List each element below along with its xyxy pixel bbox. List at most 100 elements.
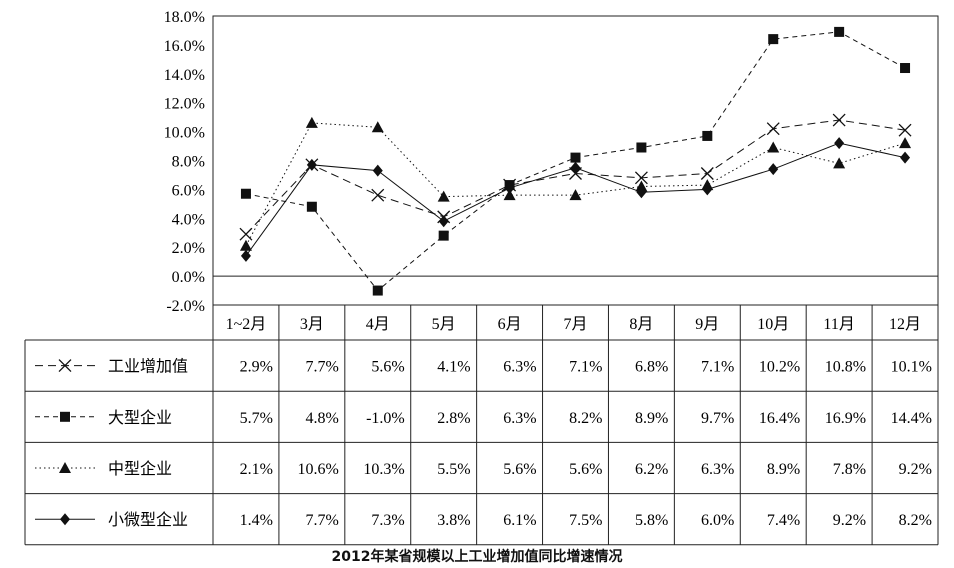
data-table-cell: 6.3% bbox=[503, 410, 536, 427]
data-point-marker bbox=[636, 186, 647, 199]
data-point-marker bbox=[239, 227, 253, 241]
data-point-marker bbox=[768, 34, 779, 45]
y-tick-label: 16.0% bbox=[164, 38, 205, 55]
data-point-marker bbox=[702, 183, 713, 196]
data-table-cell: -1.0% bbox=[366, 410, 405, 427]
data-point-marker bbox=[898, 123, 912, 137]
x-category-label: 9月 bbox=[695, 316, 719, 333]
data-table-cell: 7.7% bbox=[305, 512, 338, 529]
data-point-marker bbox=[240, 249, 251, 262]
data-table-cell: 9.2% bbox=[899, 461, 932, 478]
data-point-marker bbox=[768, 163, 779, 176]
data-point-marker bbox=[635, 180, 648, 192]
y-tick-label: 6.0% bbox=[172, 182, 205, 199]
data-table-cell: 16.9% bbox=[825, 410, 866, 427]
data-table-cell: 1.4% bbox=[240, 512, 273, 529]
y-tick-label: 8.0% bbox=[172, 154, 205, 171]
legend-marker bbox=[59, 462, 71, 473]
legend-marker bbox=[60, 411, 70, 422]
data-table-cell: 10.3% bbox=[363, 461, 404, 478]
data-point-marker bbox=[832, 113, 846, 127]
data-table-cell: 5.6% bbox=[371, 359, 404, 376]
plot-frame bbox=[212, 15, 939, 306]
data-table-cell: 5.8% bbox=[635, 512, 668, 529]
data-table-cell: 8.9% bbox=[635, 410, 668, 427]
data-point-marker bbox=[239, 239, 252, 251]
data-point-marker bbox=[371, 188, 385, 202]
y-tick-label: 0.0% bbox=[172, 269, 205, 286]
data-table-cell: 10.2% bbox=[759, 359, 800, 376]
data-point-marker bbox=[240, 188, 251, 199]
legend-label: 中型企业 bbox=[108, 459, 172, 478]
data-table-cell: 7.8% bbox=[833, 461, 866, 478]
x-category-label: 4月 bbox=[366, 316, 390, 333]
x-category-label: 7月 bbox=[563, 316, 587, 333]
data-point-marker bbox=[372, 164, 383, 177]
data-point-marker bbox=[834, 26, 845, 37]
data-point-marker bbox=[438, 230, 449, 241]
data-table-cell: 10.1% bbox=[891, 359, 932, 376]
data-point-marker bbox=[833, 157, 846, 169]
data-point-marker bbox=[503, 189, 516, 201]
chart-title: 2012年某省规模以上工业增加值同比增速情况 bbox=[331, 549, 623, 565]
data-point-marker bbox=[570, 152, 581, 163]
data-table-cell: 10.6% bbox=[297, 461, 338, 478]
data-table-cell: 4.8% bbox=[305, 410, 338, 427]
data-table-cell: 5.7% bbox=[240, 410, 273, 427]
data-point-marker bbox=[767, 141, 780, 153]
data-point-marker bbox=[702, 130, 713, 141]
x-category-label: 6月 bbox=[498, 316, 522, 333]
data-point-marker bbox=[700, 167, 714, 180]
y-tick-label: 10.0% bbox=[164, 125, 205, 142]
data-table-cell: 7.7% bbox=[305, 359, 338, 376]
y-tick-label: -2.0% bbox=[166, 298, 205, 315]
x-category-label: 1~2月 bbox=[226, 316, 267, 333]
data-table-cell: 6.3% bbox=[701, 461, 734, 478]
data-point-marker bbox=[569, 189, 582, 201]
data-table-cell: 2.8% bbox=[437, 410, 470, 427]
legend-label: 大型企业 bbox=[108, 408, 172, 427]
y-tick-label: 4.0% bbox=[172, 211, 205, 228]
legend-marker bbox=[58, 359, 72, 373]
legend-label: 工业增加值 bbox=[108, 357, 188, 376]
x-category-label: 11月 bbox=[823, 316, 854, 333]
data-table-cell: 8.9% bbox=[767, 461, 800, 478]
data-table-cell: 6.3% bbox=[503, 359, 536, 376]
data-point-marker bbox=[438, 215, 449, 228]
legend-marker bbox=[60, 513, 70, 526]
data-point-marker bbox=[900, 63, 911, 74]
data-point-marker bbox=[306, 158, 317, 171]
data-table-cell: 10.8% bbox=[825, 359, 866, 376]
legend-label: 小微型企业 bbox=[108, 510, 188, 529]
x-category-label: 3月 bbox=[300, 316, 324, 333]
data-point-marker bbox=[372, 285, 383, 296]
data-table-cell: 5.6% bbox=[569, 461, 602, 478]
data-point-marker bbox=[306, 201, 317, 212]
data-table-cell: 6.1% bbox=[503, 512, 536, 529]
data-table-cell: 8.2% bbox=[569, 410, 602, 427]
data-point-marker bbox=[437, 190, 450, 202]
x-category-label: 5月 bbox=[432, 316, 456, 333]
data-point-marker bbox=[371, 121, 384, 133]
series-line-1 bbox=[245, 119, 906, 235]
data-table-cell: 8.2% bbox=[899, 512, 932, 529]
data-table-cell: 5.6% bbox=[503, 461, 536, 478]
series-line-3 bbox=[245, 122, 906, 246]
data-table-cell: 7.3% bbox=[371, 512, 404, 529]
data-table-cell: 16.4% bbox=[759, 410, 800, 427]
data-point-marker bbox=[766, 122, 780, 136]
data-table-cell: 6.2% bbox=[635, 461, 668, 478]
data-point-marker bbox=[504, 181, 515, 194]
data-table-cell: 7.1% bbox=[701, 359, 734, 376]
x-category-label: 8月 bbox=[629, 316, 653, 333]
data-point-marker bbox=[305, 116, 318, 128]
data-point-marker bbox=[900, 151, 911, 164]
data-point-marker bbox=[634, 171, 648, 185]
data-point-marker bbox=[834, 137, 845, 150]
data-table-cell: 7.4% bbox=[767, 512, 800, 529]
y-tick-label: 18.0% bbox=[164, 9, 205, 26]
data-table-cell: 2.1% bbox=[240, 461, 273, 478]
y-tick-label: 12.0% bbox=[164, 96, 205, 113]
